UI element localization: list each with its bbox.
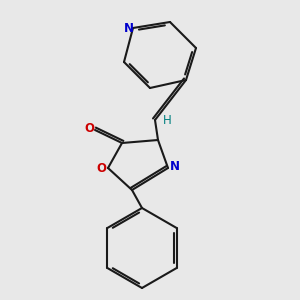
Text: N: N <box>170 160 180 173</box>
Text: N: N <box>124 22 134 35</box>
Text: O: O <box>96 163 106 176</box>
Text: O: O <box>84 122 94 136</box>
Text: H: H <box>163 115 171 128</box>
